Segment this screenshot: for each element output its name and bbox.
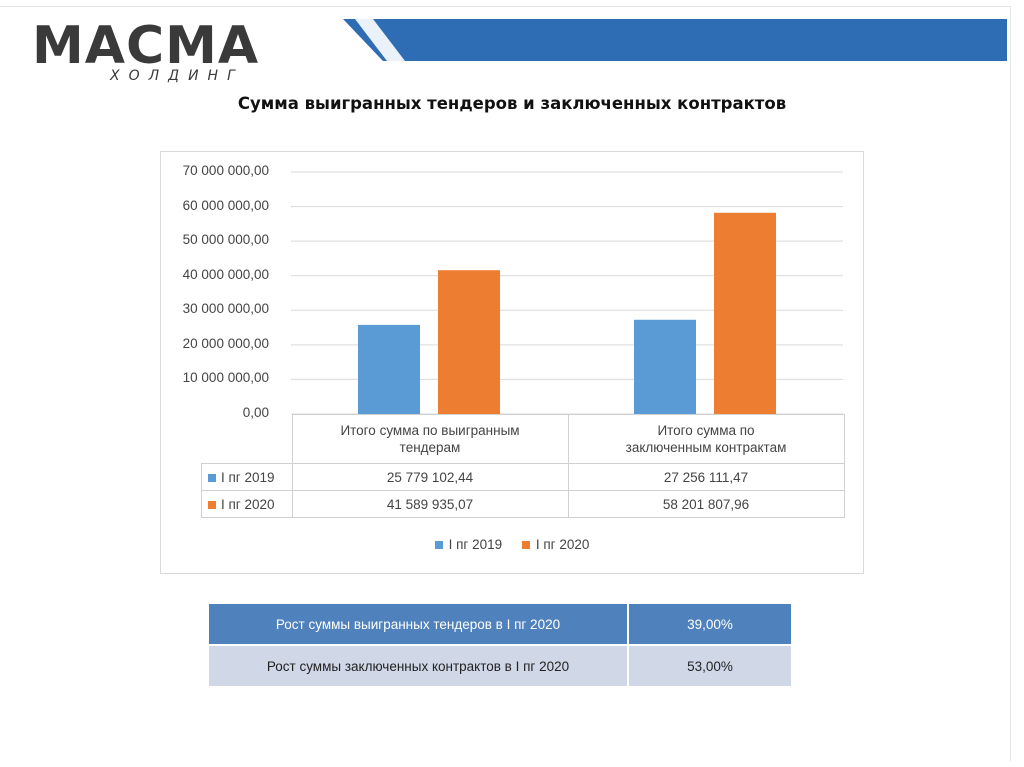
data-label-0-1: 27 256 111,47: [567, 463, 845, 491]
legend-swatch-0: [434, 541, 443, 549]
category-label-1-line-1: заключенным контрактам: [625, 440, 787, 455]
y-tick-label: 20 000 000,00: [182, 335, 269, 351]
frame-line-top: [0, 6, 1010, 7]
bar-series-0-cat-0: [358, 324, 420, 414]
growth-label-contracts: Рост суммы заключенных контрактов в I пг…: [209, 646, 629, 686]
data-table-row: I пг 2019 25 779 102,44 27 256 111,47: [201, 463, 845, 491]
series-swatch-0: [208, 473, 216, 482]
series-label-cell-0: I пг 2019: [201, 463, 293, 491]
y-tick-label: 40 000 000,00: [182, 266, 269, 282]
company-logo: МАСМА ХОЛДИНГ: [32, 18, 352, 90]
series-swatch-1: [208, 500, 216, 509]
series-label-cell-1: I пг 2020: [201, 490, 293, 518]
frame-line-right: [1010, 6, 1011, 761]
y-tick-label: 10 000 000,00: [182, 370, 269, 386]
bar-series-0-cat-1: [634, 319, 696, 414]
legend-label-0: I пг 2019: [448, 537, 503, 552]
category-header-1: Итого сумма по заключенным контрактам: [567, 414, 845, 464]
legend-label-1: I пг 2020: [535, 537, 590, 552]
chart-data-table: Итого сумма по выигранным тендерам Итого…: [201, 414, 845, 518]
data-table-corner: [201, 414, 293, 464]
legend-swatch-1: [521, 541, 530, 549]
data-table-row: I пг 2020 41 589 935,07 58 201 807,96: [201, 490, 845, 518]
growth-value-tenders: 39,00%: [629, 604, 791, 644]
legend-item-0: I пг 2019: [434, 537, 503, 552]
data-label-0-0: 25 779 102,44: [291, 463, 569, 491]
data-label-1-1: 58 201 807,96: [567, 490, 845, 518]
slide-title: Сумма выигранных тендеров и заключенных …: [237, 94, 787, 113]
growth-table: Рост суммы выигранных тендеров в I пг 20…: [209, 602, 791, 688]
bar-series-1-cat-0: [438, 270, 500, 414]
y-tick-label: 50 000 000,00: [182, 232, 269, 248]
logo-wordmark: МАСМА: [32, 16, 260, 76]
y-tick-label: 30 000 000,00: [182, 301, 269, 317]
growth-row-contracts: Рост суммы заключенных контрактов в I пг…: [209, 646, 791, 686]
y-tick-label: 70 000 000,00: [182, 163, 269, 178]
category-label-0-line-0: Итого сумма по выигранным: [340, 423, 520, 438]
category-label-1-line-0: Итого сумма по: [657, 423, 755, 438]
legend-item-1: I пг 2020: [521, 537, 590, 552]
data-table-header-row: Итого сумма по выигранным тендерам Итого…: [201, 414, 845, 464]
category-header-0: Итого сумма по выигранным тендерам: [291, 414, 569, 464]
growth-label-tenders: Рост суммы выигранных тендеров в I пг 20…: [209, 604, 629, 644]
series-name-1: I пг 2020: [221, 496, 275, 512]
bar-series-1-cat-1: [714, 212, 776, 414]
logo-subtext: ХОЛДИНГ: [110, 68, 244, 84]
chart-legend: I пг 2019 I пг 2020: [161, 537, 863, 552]
growth-row-tenders: Рост суммы выигранных тендеров в I пг 20…: [209, 604, 791, 644]
chart-container: 70 000 000,00 60 000 000,00 50 000 000,00 4…: [160, 151, 864, 574]
data-label-1-0: 41 589 935,07: [291, 490, 569, 518]
bar-chart: [291, 171, 843, 415]
category-label-0-line-1: тендерам: [399, 440, 461, 455]
y-tick-label: 60 000 000,00: [182, 197, 269, 213]
series-name-0: I пг 2019: [221, 469, 275, 485]
header-brand-bar: [343, 19, 1007, 61]
growth-value-contracts: 53,00%: [629, 646, 791, 686]
